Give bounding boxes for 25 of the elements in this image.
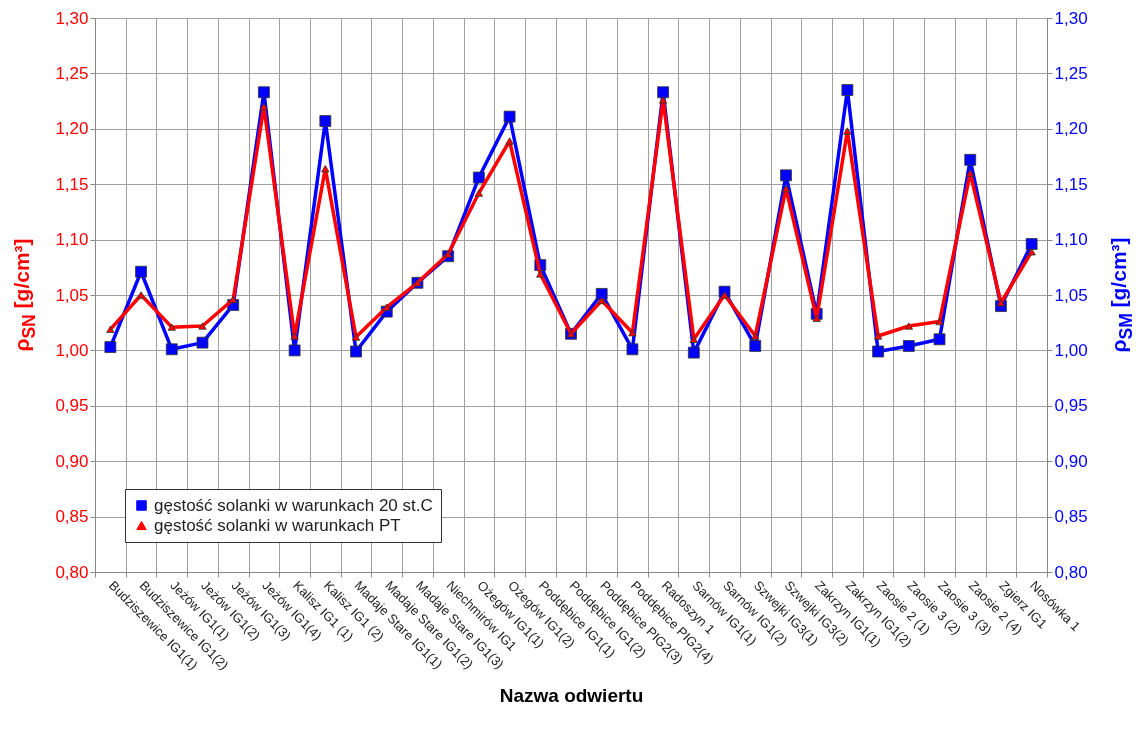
y-tick-label: 1,15 (55, 174, 89, 194)
y2-tick-label: 1,10 (1054, 230, 1088, 250)
y-tick-label: 1,30 (55, 8, 89, 28)
x-axis-title: Nazwa odwiertu (499, 684, 644, 706)
y2-tick-label: 1,00 (1054, 340, 1088, 360)
y2-tick-label: 1,25 (1054, 63, 1088, 83)
y2-tick-label: 1,20 (1054, 119, 1088, 139)
legend-label: gęstość solanki w warunkach 20 st.C (154, 495, 433, 515)
y2-tick-label: 1,15 (1054, 174, 1088, 194)
y-tick-label: 1,10 (55, 230, 89, 250)
y2-tick-label: 0,90 (1054, 451, 1088, 471)
y2-tick-label: 0,95 (1054, 396, 1088, 416)
y-tick-label: 1,25 (55, 63, 89, 83)
y-tick-label: 0,90 (55, 451, 89, 471)
y2-tick-label: 0,85 (1054, 507, 1088, 527)
y2-tick-label: 1,05 (1054, 285, 1088, 305)
y2-tick-label: 0,80 (1054, 562, 1088, 582)
y-tick-label: 1,00 (55, 340, 89, 360)
y-tick-label: 1,05 (55, 285, 89, 305)
y-tick-label: 1,20 (55, 119, 89, 139)
y-tick-label: 0,95 (55, 396, 89, 416)
y-tick-label: 0,85 (55, 507, 89, 527)
y2-tick-label: 1,30 (1054, 8, 1088, 28)
y-tick-label: 0,80 (55, 562, 89, 582)
legend-label: gęstość solanki w warunkach PT (154, 515, 401, 535)
